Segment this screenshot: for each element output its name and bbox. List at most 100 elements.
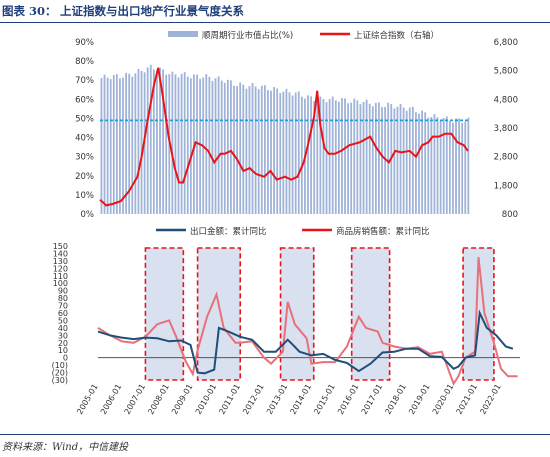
share-bar <box>226 79 229 214</box>
share-bar <box>270 90 272 214</box>
share-bar <box>214 78 217 214</box>
share-bar <box>347 103 350 214</box>
share-bar <box>378 102 380 214</box>
share-bar <box>300 96 303 214</box>
right-tick-label: 6,800 <box>494 38 518 48</box>
y-tick-label: 150 <box>53 242 68 251</box>
share-bar <box>371 106 374 214</box>
y-tick-label: 100 <box>53 279 68 288</box>
share-bar <box>442 118 445 214</box>
y-tick-label: (10) <box>52 361 68 370</box>
x-axis-ticks: 2005-01 2006-01 2007-01 2008-01 2009-01 2010-… <box>75 382 503 415</box>
share-bar <box>177 77 180 215</box>
x-tick-label: 2009-01 <box>170 383 195 416</box>
share-bar <box>365 99 368 214</box>
share-bar <box>109 79 112 214</box>
right-tick-label: 800 <box>502 210 518 220</box>
y-tick-label: (20) <box>52 369 68 378</box>
share-bar <box>458 118 461 214</box>
share-bar <box>100 78 103 214</box>
share-bar <box>165 74 168 214</box>
share-bar <box>344 98 346 214</box>
property-sales-line <box>97 257 518 386</box>
share-bar <box>128 73 131 214</box>
x-tick-label: 2012-01 <box>241 383 266 416</box>
y-tick-label: 120 <box>53 264 68 273</box>
share-bar <box>156 70 158 214</box>
share-bar <box>276 88 279 214</box>
share-bar <box>122 77 124 214</box>
share-bar <box>291 95 294 214</box>
share-bar <box>331 96 334 214</box>
x-tick-label: 2014-01 <box>289 383 314 416</box>
share-bar <box>353 98 356 214</box>
share-bar <box>421 110 424 214</box>
market-cap-share-bars <box>100 64 470 215</box>
share-bar <box>430 117 433 214</box>
share-bar <box>387 102 390 214</box>
figure-header: 图表 30： 上证指数与出口地产行业景气度关系 <box>0 0 550 23</box>
share-bar <box>211 80 214 214</box>
share-bar <box>288 92 291 214</box>
share-bar <box>254 86 257 214</box>
share-bar <box>106 77 109 214</box>
x-tick-label: 2013-01 <box>265 383 290 416</box>
y-tick-label: 20 <box>58 339 68 348</box>
share-bar <box>282 91 285 214</box>
share-bar <box>140 70 143 214</box>
share-bar <box>396 106 399 214</box>
y-tick-label: 70 <box>58 302 68 311</box>
share-bar <box>196 74 198 214</box>
share-bar <box>448 121 451 214</box>
y-tick-label: 110 <box>53 272 68 281</box>
share-bar <box>199 78 202 214</box>
x-tick-label: 2005-01 <box>75 383 100 416</box>
share-bar <box>230 80 232 214</box>
bottom-legend: 出口金额：累计同比 商品房销售额：累计同比 <box>156 226 430 237</box>
share-bar <box>285 88 288 214</box>
share-bar <box>180 73 183 214</box>
top-legend: 顺周期行业市值占比(%) 上证综合指数（右轴） <box>168 30 439 41</box>
share-bar <box>239 82 242 214</box>
share-bar <box>393 108 396 214</box>
right-tick-label: 4,800 <box>494 95 518 105</box>
share-bar <box>368 103 371 214</box>
source-note: 资料来源：Wind，中信建投 <box>2 442 129 453</box>
share-bar <box>223 82 226 215</box>
share-bar <box>341 98 343 214</box>
legend-label-bar: 顺周期行业市值占比(%) <box>202 30 293 41</box>
y-tick-label: 60 <box>58 309 68 318</box>
share-bar <box>174 74 177 214</box>
share-bar <box>359 104 362 214</box>
share-bar <box>319 96 322 214</box>
bottom-chart: 出口金额：累计同比 商品房销售额：累计同比 (30)(20)(10)010203… <box>52 226 520 416</box>
share-bar <box>217 76 220 214</box>
export-line <box>97 309 514 375</box>
x-tick-label: 2020-01 <box>431 383 456 416</box>
left-tick-label: 30% <box>75 153 94 163</box>
share-bar <box>356 100 359 214</box>
left-tick-label: 10% <box>75 191 94 201</box>
share-bar <box>257 89 260 214</box>
share-bar <box>236 86 239 214</box>
share-bar <box>384 106 387 214</box>
share-bar <box>439 120 442 214</box>
right-tick-label: 1,800 <box>494 181 518 191</box>
share-bar <box>208 76 211 214</box>
x-tick-label: 2010-01 <box>194 383 219 416</box>
x-tick-label: 2021-01 <box>455 383 480 416</box>
share-bar <box>146 67 149 214</box>
share-bar <box>242 84 245 214</box>
share-bar <box>415 112 417 214</box>
x-tick-label: 2017-01 <box>360 383 385 416</box>
share-bar <box>112 74 115 214</box>
x-tick-label: 2018-01 <box>383 383 408 416</box>
left-axis-ticks: 0% 10% 20% 30% 40% 50% 60% 70% 80% 90% <box>75 38 94 220</box>
share-bar <box>402 107 405 214</box>
legend-label-property: 商品房销售额：累计同比 <box>336 226 430 237</box>
source-divider <box>0 434 550 435</box>
shanghai-index-line <box>99 67 469 207</box>
right-tick-label: 3,800 <box>494 124 518 134</box>
right-tick-label: 2,800 <box>494 153 518 163</box>
share-bar <box>436 117 439 214</box>
